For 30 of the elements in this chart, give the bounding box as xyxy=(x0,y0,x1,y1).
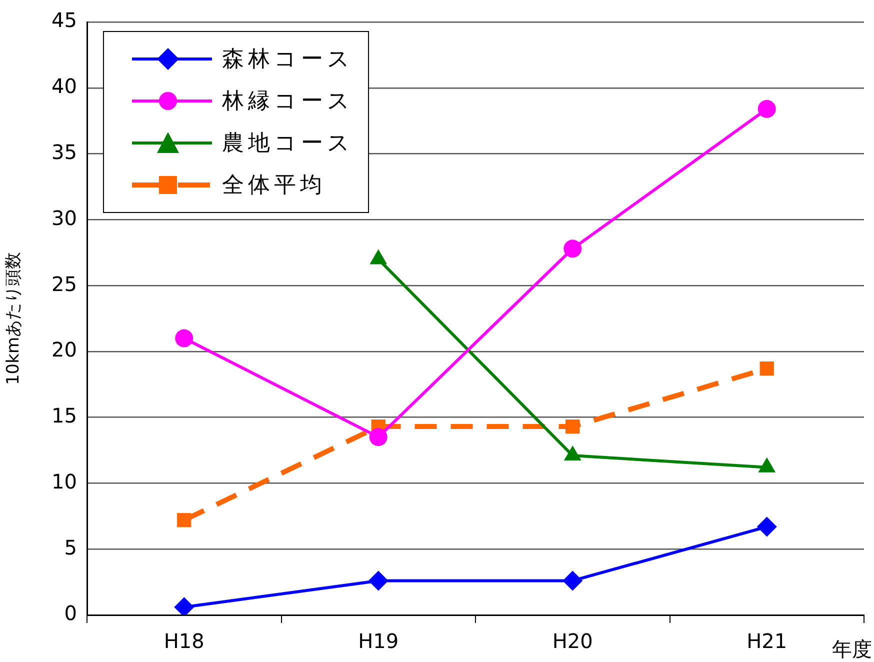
x-tick-label: H20 xyxy=(552,629,593,654)
y-axis-title: 10kmあたり頭数 xyxy=(4,252,24,386)
point xyxy=(177,513,192,528)
y-tick-label: 15 xyxy=(52,404,77,428)
point xyxy=(562,570,583,591)
legend-label: 森林コース xyxy=(222,46,354,74)
legend-label: 全体平均 xyxy=(222,172,326,200)
point xyxy=(369,428,388,446)
x-tick-label: H21 xyxy=(746,629,788,654)
y-tick-label: 0 xyxy=(64,601,77,626)
legend-label: 林縁コース xyxy=(222,88,354,116)
point xyxy=(756,516,777,537)
point xyxy=(566,419,580,434)
y-tick-label: 30 xyxy=(52,206,77,230)
x-tick-label: H19 xyxy=(358,629,399,654)
legend-label: 農地コース xyxy=(222,130,354,158)
y-tick-label: 45 xyxy=(52,8,77,32)
point xyxy=(175,329,194,348)
point xyxy=(368,570,388,591)
y-tick-label: 25 xyxy=(52,272,77,296)
y-tick-label: 40 xyxy=(52,74,77,98)
x-axis-title: 年度 xyxy=(832,637,872,661)
y-tick-label: 10 xyxy=(52,469,77,494)
y-tick-label: 5 xyxy=(64,535,77,560)
y-tick-label: 20 xyxy=(52,338,77,362)
y-tick-label: 35 xyxy=(52,140,77,164)
x-tick-label: H18 xyxy=(164,629,204,654)
point xyxy=(564,240,582,258)
point xyxy=(758,100,776,118)
point xyxy=(760,362,774,376)
